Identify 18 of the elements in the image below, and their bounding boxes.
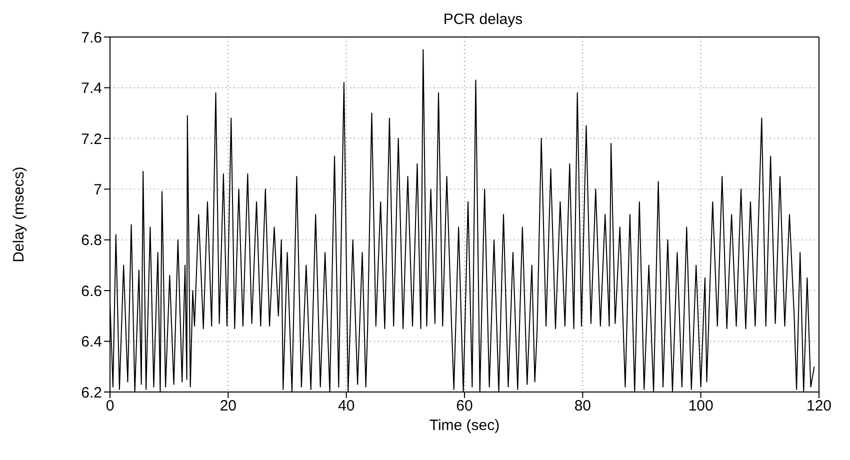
- y-tick-label: 7.4: [81, 80, 102, 98]
- y-tick-label: 7.6: [81, 29, 102, 46]
- x-tick-label: 40: [338, 398, 355, 415]
- y-tick-label: 7: [94, 181, 102, 198]
- x-axis-title: Time (sec): [429, 417, 500, 434]
- y-tick-label: 7.2: [81, 130, 102, 148]
- x-tick-label: 120: [806, 398, 832, 415]
- x-tick-label: 80: [574, 398, 592, 415]
- x-tick-label: 60: [456, 398, 473, 415]
- x-tick-label: 100: [688, 398, 714, 415]
- y-tick-label: 6.8: [81, 232, 102, 250]
- chart-title: PCR delays: [443, 11, 523, 28]
- y-tick-label: 6.6: [81, 282, 102, 300]
- y-tick-label: 6.4: [81, 334, 102, 351]
- y-axis-title: Delay (msecs): [10, 166, 28, 262]
- y-tick-label: 6.2: [81, 384, 102, 402]
- x-tick-label: 0: [106, 398, 114, 415]
- x-tick-label: 20: [220, 398, 237, 415]
